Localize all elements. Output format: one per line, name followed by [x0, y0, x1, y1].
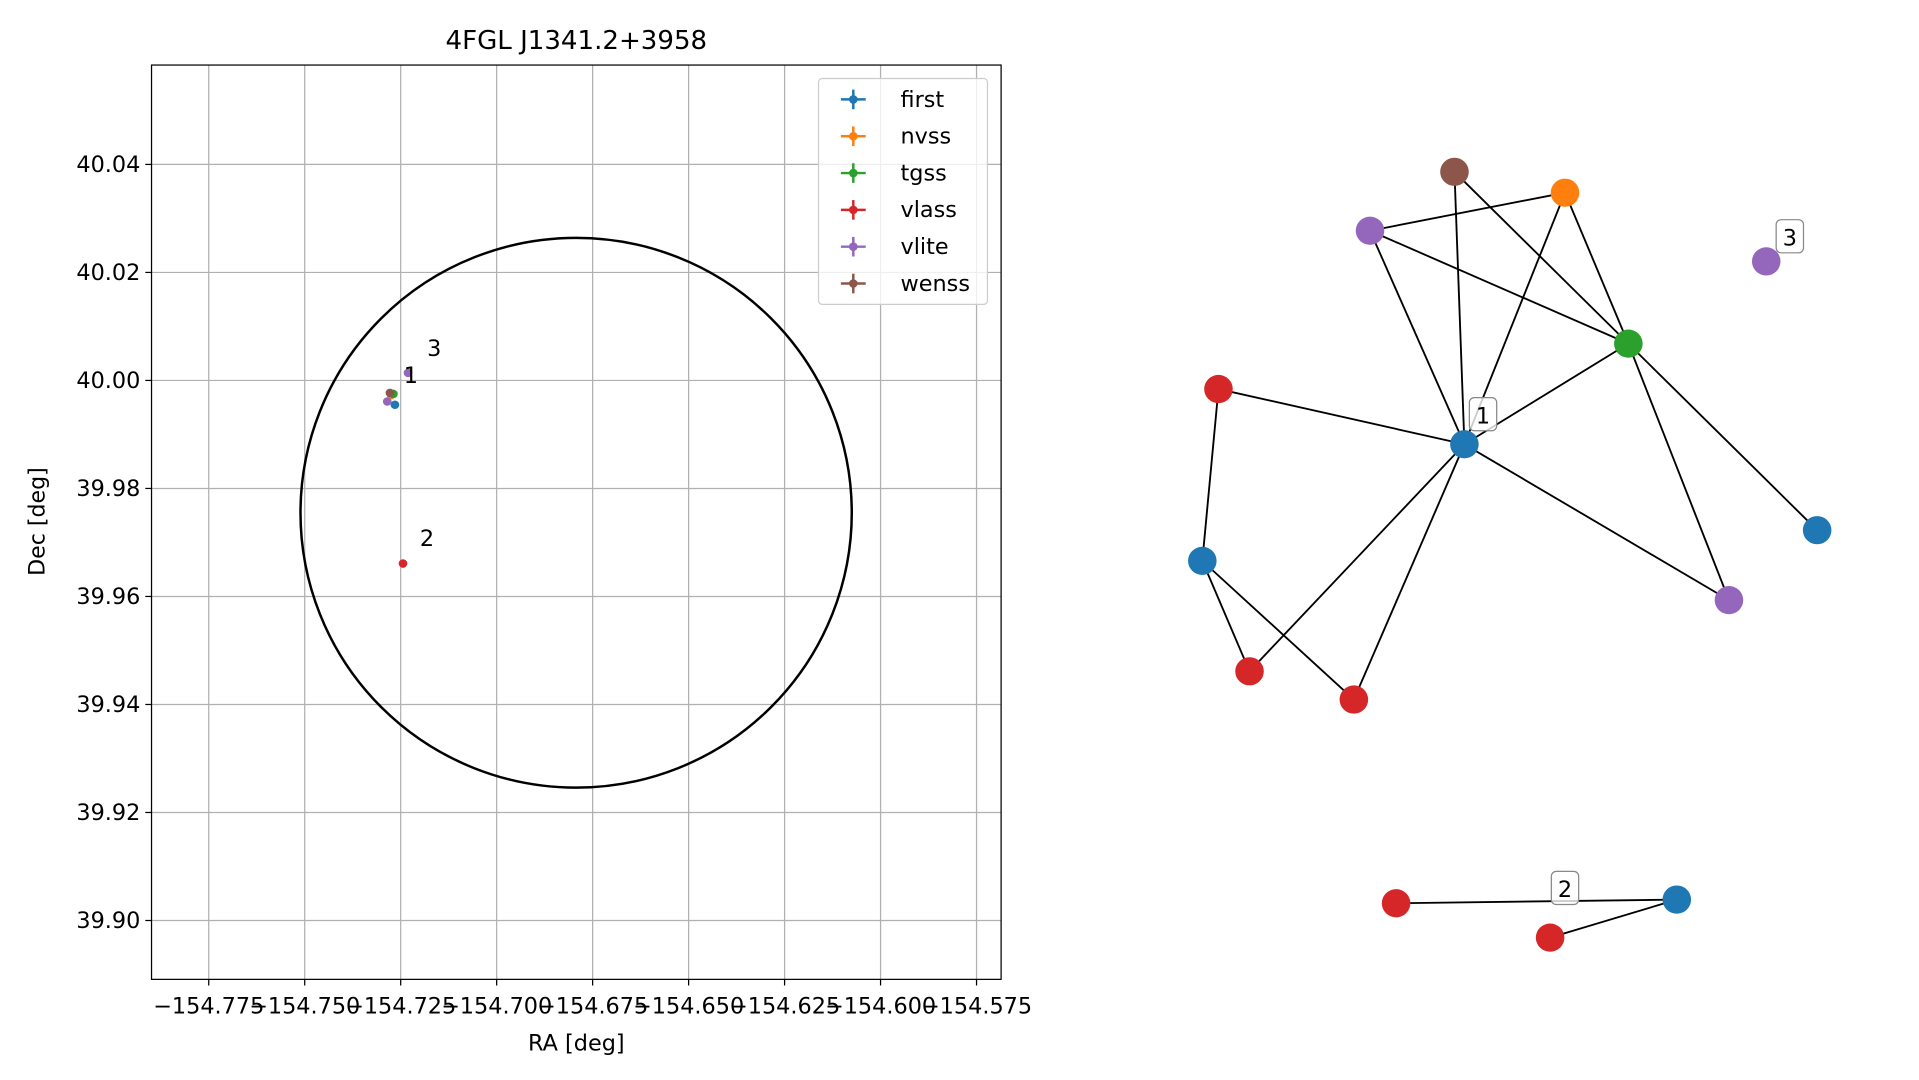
edge	[1369, 229, 1629, 345]
edge	[1453, 171, 1630, 345]
edge	[1463, 443, 1730, 601]
y-tick-label: 39.94	[76, 692, 140, 718]
edge	[1353, 443, 1466, 700]
x-tick-label: −154.575	[921, 994, 1032, 1020]
plot-frame	[150, 64, 1002, 980]
node-label: 3	[1783, 226, 1797, 252]
legend-label: vlass	[901, 197, 957, 223]
legend-marker	[848, 131, 858, 141]
y-tick-label: 39.90	[76, 908, 140, 934]
point	[385, 388, 395, 398]
point	[403, 368, 413, 378]
y-tick-label: 39.98	[76, 476, 140, 502]
y-tick-label: 40.00	[76, 368, 140, 394]
localization-region	[299, 236, 854, 789]
legend-marker	[848, 205, 858, 215]
edge	[1248, 443, 1466, 672]
node	[1614, 329, 1643, 358]
node	[1535, 923, 1565, 952]
node	[1550, 178, 1580, 207]
node	[1339, 685, 1369, 714]
legend-label: first	[901, 87, 945, 113]
edge	[1627, 343, 1730, 601]
edge	[1201, 560, 1251, 672]
x-axis-label: RA [deg]	[528, 1031, 625, 1057]
x-tick-label: −154.650	[633, 994, 744, 1020]
node	[1204, 374, 1233, 404]
x-tick-label: −154.675	[537, 994, 648, 1020]
node	[1802, 516, 1832, 545]
annotation: 1	[404, 363, 418, 389]
edge	[1549, 898, 1678, 939]
x-tick-label: −154.625	[729, 994, 840, 1020]
edge	[1369, 191, 1566, 232]
node	[1440, 157, 1469, 186]
x-tick-label: −154.725	[345, 994, 456, 1020]
edge	[1564, 192, 1630, 344]
legend-label: vlite	[901, 234, 949, 260]
y-tick-label: 40.02	[76, 260, 140, 286]
point	[390, 400, 400, 410]
y-tick-label: 39.96	[76, 584, 140, 610]
x-tick-label: −154.600	[825, 994, 936, 1020]
point	[398, 559, 408, 568]
node	[1381, 889, 1411, 918]
edge	[1453, 171, 1466, 445]
chart-title: 4FGL J1341.2+3958	[446, 26, 708, 56]
y-axis-label: Dec [deg]	[25, 467, 51, 576]
node	[1714, 586, 1744, 615]
annotation: 3	[427, 336, 441, 362]
node	[1188, 546, 1217, 575]
node-label-box	[1468, 397, 1498, 432]
legend-marker	[848, 95, 858, 104]
legend-marker	[848, 242, 858, 251]
legend-label: wenss	[901, 271, 970, 297]
node	[1355, 216, 1385, 245]
x-tick-label: −154.750	[249, 994, 360, 1020]
node-label-box	[1775, 219, 1805, 254]
x-tick-label: −154.775	[153, 994, 264, 1020]
legend-label: nvss	[901, 124, 952, 150]
edge	[1201, 560, 1355, 701]
node	[1235, 657, 1264, 686]
node	[1662, 885, 1692, 914]
point	[382, 397, 392, 406]
y-tick-label: 39.92	[76, 800, 140, 826]
legend-label: tgss	[901, 161, 947, 187]
node-label: 1	[1476, 404, 1490, 430]
edge	[1396, 898, 1677, 905]
legend-marker	[848, 279, 858, 288]
node	[1450, 430, 1479, 459]
edge	[1218, 388, 1465, 446]
legend-marker	[848, 168, 858, 178]
edge	[1201, 388, 1220, 561]
annotation: 2	[420, 526, 434, 552]
y-tick-label: 40.04	[76, 152, 140, 178]
x-tick-label: −154.700	[441, 994, 552, 1020]
edge	[1369, 230, 1466, 445]
node	[1751, 247, 1781, 276]
node-label-box	[1550, 870, 1580, 906]
node-label: 2	[1558, 877, 1572, 903]
edge	[1627, 342, 1818, 531]
